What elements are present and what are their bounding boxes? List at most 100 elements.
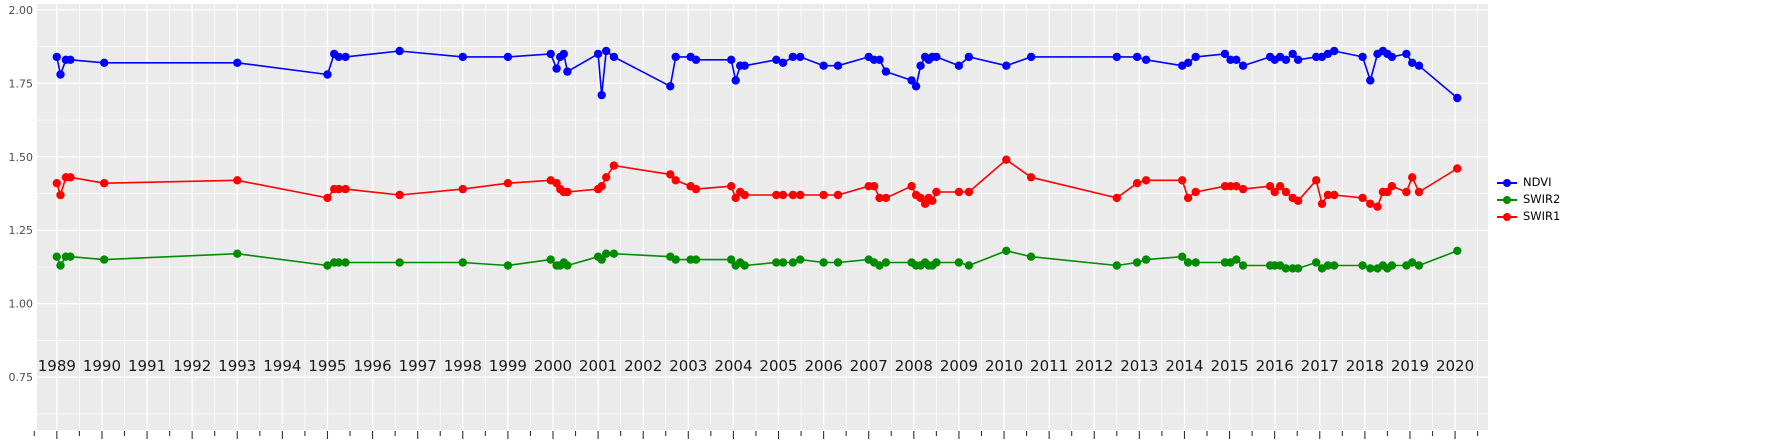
x-tick-label: 2019 — [1391, 357, 1429, 375]
data-point-swir2 — [1281, 264, 1291, 273]
data-point-swir1 — [1387, 182, 1397, 191]
data-point-swir2 — [671, 255, 680, 264]
legend-key-swir2 — [1497, 193, 1517, 206]
y-axis-labels: 2.00 1.75 1.50 1.25 1.00 0.75 — [9, 4, 34, 384]
legend-key-dot — [1503, 178, 1511, 187]
data-point-swir1 — [334, 184, 343, 194]
data-point-swir2 — [1178, 252, 1187, 261]
data-point-ndvi — [1387, 52, 1397, 62]
data-point-ndvi — [503, 52, 513, 62]
x-tick-label: 2013 — [1120, 357, 1158, 375]
data-point-swir1 — [458, 184, 467, 194]
data-point-ndvi — [52, 52, 61, 62]
data-point-swir2 — [341, 258, 350, 267]
data-point-swir2 — [881, 258, 891, 267]
data-point-ndvi — [341, 52, 350, 62]
data-point-swir2 — [1312, 258, 1321, 267]
x-tick-label: 1992 — [173, 357, 211, 375]
y-tick-label: 0.75 — [9, 371, 34, 384]
data-point-swir1 — [731, 193, 740, 203]
data-point-swir1 — [602, 173, 611, 182]
data-point-swir2 — [788, 258, 798, 267]
data-point-swir1 — [1408, 173, 1417, 182]
data-point-ndvi — [100, 58, 109, 67]
data-point-ndvi — [597, 90, 606, 100]
series-points-swir1 — [52, 155, 1462, 211]
x-axis-labels: 1989 1990 1991 1992 1993 1994 1995 1996 1997 1998… — [38, 357, 1474, 375]
data-point-swir2 — [778, 258, 788, 267]
data-point-swir1 — [1323, 190, 1333, 200]
x-tick-label: 2011 — [1030, 357, 1068, 375]
data-point-ndvi — [1293, 55, 1303, 64]
legend-label-ndvi: NDVI — [1523, 175, 1552, 189]
data-point-swir1 — [916, 193, 925, 203]
data-point-swir2 — [833, 258, 843, 267]
data-point-swir1 — [932, 187, 941, 197]
data-point-ndvi — [1402, 49, 1411, 59]
data-point-swir2 — [546, 255, 555, 264]
data-point-swir2 — [1366, 264, 1375, 273]
data-point-swir2 — [875, 261, 884, 270]
data-point-swir1 — [100, 179, 109, 188]
data-point-ndvi — [563, 67, 572, 76]
data-point-swir1 — [833, 190, 843, 200]
x-tick-label: 2000 — [534, 357, 572, 375]
data-point-ndvi — [56, 70, 65, 79]
data-point-swir1 — [1366, 199, 1375, 208]
legend-label-swir2: SWIR2 — [1523, 192, 1561, 206]
legend-key-swir1 — [1497, 210, 1517, 223]
data-point-swir1 — [1226, 182, 1235, 191]
x-tick-label: 2010 — [985, 357, 1023, 375]
data-point-ndvi — [740, 61, 749, 70]
data-point-ndvi — [1002, 61, 1011, 70]
data-point-ndvi — [1312, 52, 1321, 62]
data-point-swir1 — [819, 190, 828, 200]
data-point-swir1 — [869, 182, 879, 191]
data-point-ndvi — [1288, 49, 1297, 59]
data-point-swir2 — [56, 261, 65, 270]
x-tick-label: 2005 — [759, 357, 797, 375]
data-point-ndvi — [819, 61, 828, 70]
x-tick-label: 2014 — [1165, 357, 1203, 375]
data-point-swir2 — [964, 261, 974, 270]
data-point-swir1 — [881, 193, 891, 203]
y-tick-label: 1.50 — [9, 151, 34, 164]
data-point-ndvi — [233, 58, 242, 67]
data-point-ndvi — [1330, 46, 1339, 56]
data-point-swir1 — [1383, 187, 1392, 197]
x-tick-label: 2002 — [624, 357, 662, 375]
data-point-swir1 — [1002, 155, 1011, 164]
data-point-ndvi — [1408, 58, 1417, 67]
y-tick-label: 2.00 — [9, 4, 34, 17]
data-point-swir1 — [323, 193, 332, 203]
data-point-ndvi — [602, 46, 611, 56]
data-point-ndvi — [593, 49, 603, 59]
data-point-ndvi — [691, 55, 701, 64]
data-point-swir2 — [458, 258, 467, 267]
data-point-ndvi — [546, 49, 555, 59]
data-point-swir2 — [691, 255, 701, 264]
data-point-ndvi — [1281, 55, 1291, 64]
data-point-ndvi — [559, 49, 568, 59]
data-point-swir1 — [395, 190, 404, 200]
x-tick-label: 2007 — [850, 357, 888, 375]
x-axis-ticks — [33, 431, 1479, 439]
data-point-ndvi — [1132, 52, 1142, 62]
data-point-swir2 — [1408, 258, 1417, 267]
data-point-ndvi — [772, 55, 781, 64]
data-point-swir1 — [233, 176, 242, 185]
data-point-swir1 — [1414, 187, 1424, 197]
data-point-swir1 — [796, 190, 805, 200]
data-point-swir2 — [1323, 261, 1333, 270]
data-point-ndvi — [954, 61, 964, 70]
data-point-swir2 — [609, 249, 619, 258]
x-tick-label: 2015 — [1210, 357, 1248, 375]
data-point-ndvi — [1414, 61, 1424, 70]
x-tick-label: 2016 — [1256, 357, 1294, 375]
data-point-ndvi — [1232, 55, 1241, 64]
x-tick-label: 2009 — [940, 357, 978, 375]
data-point-swir2 — [1112, 261, 1122, 270]
x-tick-label: 1997 — [399, 357, 437, 375]
data-point-ndvi — [833, 61, 843, 70]
